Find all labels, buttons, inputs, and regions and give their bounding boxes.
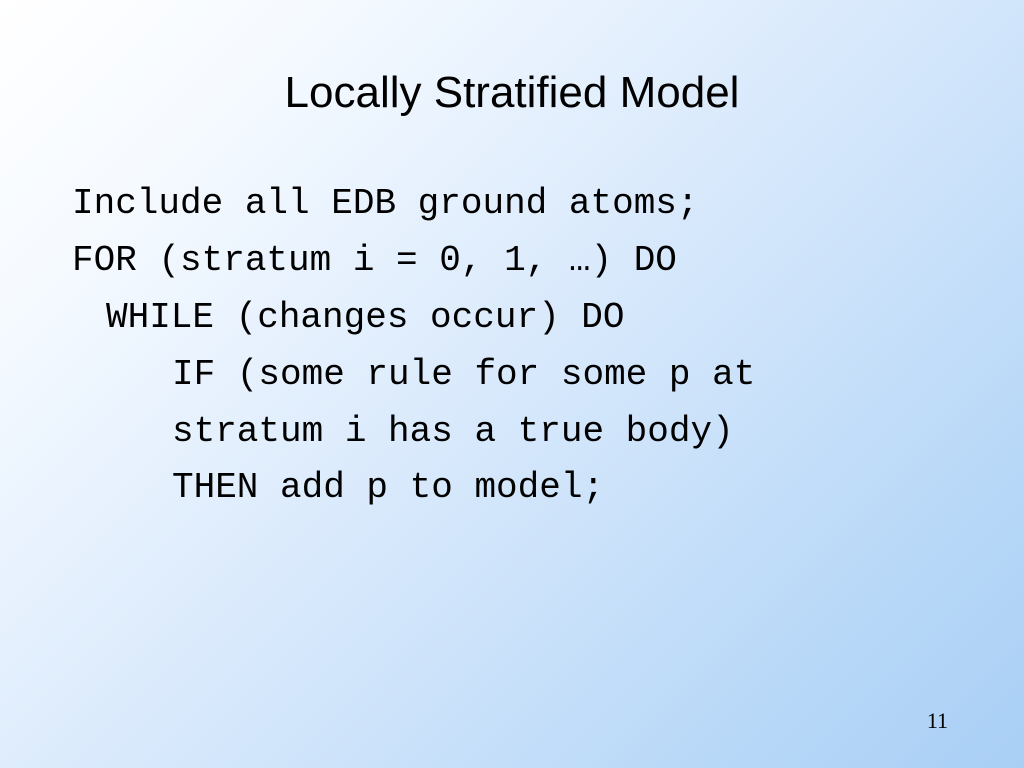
code-line: stratum i has a true body)	[72, 404, 958, 461]
code-line: Include all EDB ground atoms;	[72, 176, 958, 233]
slide: Locally Stratified Model Include all EDB…	[0, 0, 1024, 768]
code-line: FOR (stratum i = 0, 1, …) DO	[72, 233, 958, 290]
code-line: IF (some rule for some p at	[72, 347, 958, 404]
code-line: WHILE (changes occur) DO	[72, 290, 958, 347]
slide-body: Include all EDB ground atoms; FOR (strat…	[66, 176, 958, 517]
page-number: 11	[927, 708, 948, 734]
slide-title: Locally Stratified Model	[66, 68, 958, 118]
code-line: THEN add p to model;	[72, 460, 958, 517]
